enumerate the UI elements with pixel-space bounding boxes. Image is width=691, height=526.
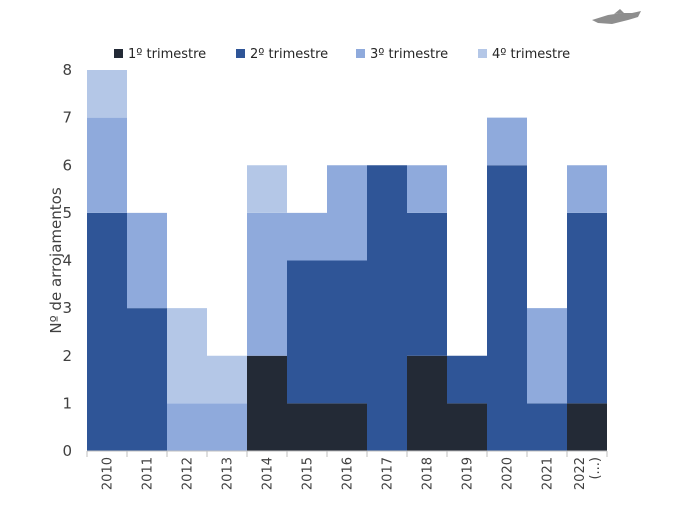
legend-item: 4º trimestre <box>478 47 570 62</box>
x-tick-label-line: 2012 <box>181 457 196 490</box>
bar-segment <box>207 355 247 404</box>
x-tick-label-line: 2019 <box>461 457 476 490</box>
x-tick-label: 2016 <box>341 457 356 490</box>
bar-segment <box>527 403 567 451</box>
x-tick-label-line: 2022 <box>573 457 588 490</box>
legend-item: 1º trimestre <box>114 47 206 62</box>
bar-segment <box>167 403 207 451</box>
x-tick-label: 2022 (...) <box>573 457 603 490</box>
x-tick-label-line: 2010 <box>101 457 116 490</box>
legend-swatch <box>114 49 123 58</box>
bar-segment <box>207 403 247 451</box>
x-tick-label-line: 2011 <box>141 457 156 490</box>
x-tick-label: 2011 <box>141 457 156 490</box>
legend: 1º trimestre 2º trimestre 3º trimestre 4º t… <box>114 47 570 62</box>
bar-segment <box>247 212 287 356</box>
bars <box>87 70 607 451</box>
x-tick-label: 2020 <box>501 457 516 490</box>
bar-segment <box>87 117 127 213</box>
y-tick-label: 5 <box>62 204 72 222</box>
bar-segment <box>407 165 447 213</box>
bar-segment <box>87 212 127 451</box>
legend-swatch <box>236 49 245 58</box>
legend-swatch <box>356 49 365 58</box>
x-tick-label-line: 2013 <box>221 457 236 490</box>
x-tick-label: 2013 <box>221 457 236 490</box>
x-tick-label: 2021 <box>541 457 556 490</box>
bar-segment <box>327 260 367 404</box>
x-tick-label-line: 2020 <box>501 457 516 490</box>
x-axis-ticks: 2010 2011 2012 2013 2014 2015 2016 2017 2018 2019… <box>86 451 608 490</box>
bar-segment <box>527 308 567 404</box>
legend-label: 3º trimestre <box>370 47 448 62</box>
y-tick-label: 7 <box>62 109 72 127</box>
legend-label: 2º trimestre <box>250 47 328 62</box>
bar-segment <box>327 403 367 451</box>
legend-label: 4º trimestre <box>492 47 570 62</box>
y-tick-label: 0 <box>62 442 72 460</box>
x-tick-label: 2018 <box>421 457 436 490</box>
bar-segment <box>567 212 607 404</box>
y-tick-label: 2 <box>62 347 72 365</box>
y-tick-label: 8 <box>62 61 72 79</box>
y-tick-label: 1 <box>62 394 72 412</box>
bar-segment <box>287 212 327 261</box>
bar-segment <box>487 117 527 166</box>
y-tick-label: 3 <box>62 299 72 317</box>
bar-segment <box>127 212 167 309</box>
x-tick-label: 2019 <box>461 457 476 490</box>
bar-segment <box>567 165 607 213</box>
bar-segment <box>247 165 287 213</box>
bar-segment <box>287 403 327 451</box>
x-tick-label: 2012 <box>181 457 196 490</box>
bar-segment <box>567 403 607 451</box>
bar-segment <box>287 260 327 404</box>
bar-segment <box>327 165 367 261</box>
bar-segment <box>447 403 487 451</box>
x-tick-label-line: 2018 <box>421 457 436 490</box>
legend-label: 1º trimestre <box>128 47 206 62</box>
x-tick-label: 2010 <box>101 457 116 490</box>
bar-segment <box>407 355 447 451</box>
bar-segment <box>487 165 527 451</box>
x-tick-label: 2015 <box>301 457 316 490</box>
bar-segment <box>407 212 447 356</box>
legend-item: 3º trimestre <box>356 47 448 62</box>
fish-logo-icon <box>592 9 641 24</box>
x-tick-label: 2014 <box>261 457 276 490</box>
bar-segment <box>447 355 487 404</box>
x-tick-label-line: 2021 <box>541 457 556 490</box>
bar-segment <box>87 70 127 118</box>
bar-segment <box>367 165 407 451</box>
legend-item: 2º trimestre <box>236 47 328 62</box>
bar-segment <box>167 308 207 404</box>
x-tick-label: 2017 <box>381 457 396 490</box>
x-tick-label-line: (...) <box>588 457 603 480</box>
bar-segment <box>127 308 167 451</box>
y-axis-ticks: 0 1 2 3 4 5 6 7 8 <box>62 61 72 460</box>
x-tick-label-line: 2017 <box>381 457 396 490</box>
y-axis-label: Nº de arrojamentos <box>47 187 65 333</box>
x-tick-label-line: 2016 <box>341 457 356 490</box>
x-tick-label-line: 2015 <box>301 457 316 490</box>
bar-segment <box>247 355 287 451</box>
x-tick-label-line: 2014 <box>261 457 276 490</box>
y-tick-label: 6 <box>62 156 72 174</box>
y-tick-label: 4 <box>62 252 72 270</box>
legend-swatch <box>478 49 487 58</box>
